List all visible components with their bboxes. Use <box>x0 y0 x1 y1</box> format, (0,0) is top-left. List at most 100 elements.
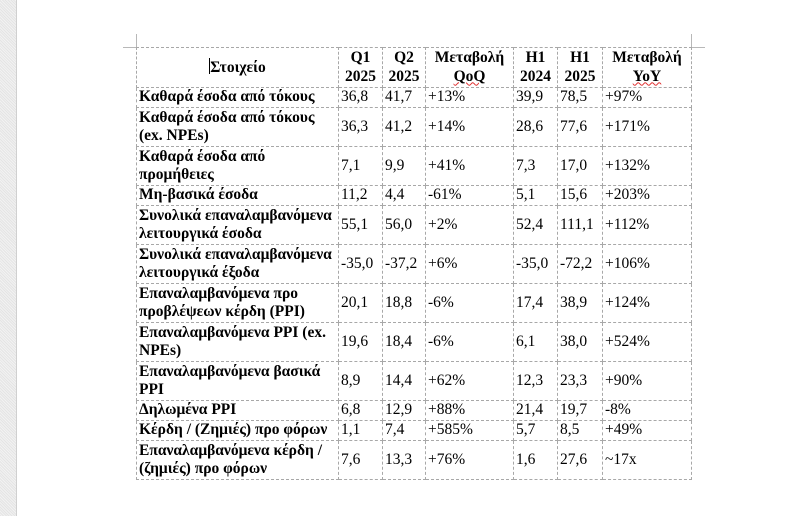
row-label[interactable]: Επαναλαμβανόμενα PPI (ex. NPEs) <box>136 322 339 362</box>
table-cell[interactable]: 27,6 <box>557 440 603 480</box>
table-cell[interactable]: 8,5 <box>557 420 603 441</box>
table-cell[interactable]: 6,8 <box>338 400 383 421</box>
table-cell[interactable]: 21,4 <box>513 400 558 421</box>
column-header[interactable]: H1 2024 <box>513 47 558 88</box>
table-cell[interactable]: +2% <box>425 205 514 245</box>
table-cell[interactable]: 1,1 <box>338 420 383 441</box>
table-cell[interactable]: -37,2 <box>382 244 426 284</box>
table-cell[interactable]: 4,4 <box>382 185 426 206</box>
table-cell[interactable]: +13% <box>425 87 514 108</box>
table-cell[interactable]: -35,0 <box>338 244 383 284</box>
table-cell[interactable]: 11,2 <box>338 185 383 206</box>
table-cell[interactable]: 41,7 <box>382 87 426 108</box>
table-cell[interactable]: +49% <box>602 420 692 441</box>
column-header[interactable]: Στοιχείο <box>136 47 339 88</box>
table-cell[interactable]: 13,3 <box>382 440 426 480</box>
table-cell[interactable]: +124% <box>602 283 692 323</box>
header-line2: 2025 <box>564 67 596 85</box>
table-cell[interactable]: +88% <box>425 400 514 421</box>
corner-mark <box>692 47 705 48</box>
table-cell[interactable]: 5,7 <box>513 420 558 441</box>
table-cell[interactable]: -6% <box>425 283 514 323</box>
table-cell[interactable]: 78,5 <box>557 87 603 108</box>
table-cell[interactable]: 6,1 <box>513 322 558 362</box>
table-cell[interactable]: 19,7 <box>557 400 603 421</box>
table-cell[interactable]: +112% <box>602 205 692 245</box>
table-cell[interactable]: 5,1 <box>513 185 558 206</box>
table-cell[interactable]: 56,0 <box>382 205 426 245</box>
corner-mark <box>136 34 137 47</box>
table-cell[interactable]: 18,4 <box>382 322 426 362</box>
table-cell[interactable]: +132% <box>602 146 692 186</box>
table-cell[interactable]: 7,3 <box>513 146 558 186</box>
column-header[interactable]: Q1 2025 <box>338 47 383 88</box>
row-label[interactable]: Κέρδη / (Ζημιές) προ φόρων <box>136 420 339 441</box>
table-cell[interactable]: 77,6 <box>557 107 603 147</box>
table-cell[interactable]: 8,9 <box>338 361 383 401</box>
table-cell[interactable]: +585% <box>425 420 514 441</box>
column-header[interactable]: Μεταβολή QoQ <box>425 47 514 88</box>
table-cell[interactable]: +6% <box>425 244 514 284</box>
row-label[interactable]: Συνολικά επαναλαμβανόμενα λειτουργικά έσ… <box>136 205 339 245</box>
row-label[interactable]: Επαναλαμβανόμενα κέρδη / (ζημιές) προ φό… <box>136 440 339 480</box>
table-cell[interactable]: +203% <box>602 185 692 206</box>
table-cell[interactable]: 17,4 <box>513 283 558 323</box>
table-cell[interactable]: +524% <box>602 322 692 362</box>
header-line2: YoY <box>632 67 662 85</box>
row-label[interactable]: Καθαρά έσοδα από τόκους (ex. NPEs) <box>136 107 339 147</box>
table-cell[interactable]: 55,1 <box>338 205 383 245</box>
table-cell[interactable]: 12,9 <box>382 400 426 421</box>
table-cell[interactable]: 7,1 <box>338 146 383 186</box>
column-header[interactable]: H1 2025 <box>557 47 603 88</box>
table-cell[interactable]: 28,6 <box>513 107 558 147</box>
row-label[interactable]: Επαναλαμβανόμενα βασικά PPI <box>136 361 339 401</box>
header-line1: Μεταβολή <box>434 49 505 66</box>
table-cell[interactable]: 14,4 <box>382 361 426 401</box>
table-cell[interactable]: -35,0 <box>513 244 558 284</box>
header-line1: H1 <box>570 49 590 66</box>
table-cell[interactable]: +106% <box>602 244 692 284</box>
table-cell[interactable]: +41% <box>425 146 514 186</box>
row-label[interactable]: Καθαρά έσοδα από τόκους <box>136 87 339 108</box>
table-cell[interactable]: 12,3 <box>513 361 558 401</box>
table-cell[interactable]: 17,0 <box>557 146 603 186</box>
table-cell[interactable]: 18,8 <box>382 283 426 323</box>
table-cell[interactable]: -72,2 <box>557 244 603 284</box>
table-cell[interactable]: 41,2 <box>382 107 426 147</box>
page-gutter <box>0 0 17 516</box>
column-header[interactable]: Q2 2025 <box>382 47 426 88</box>
table-cell[interactable]: 23,3 <box>557 361 603 401</box>
table-cell[interactable]: 1,6 <box>513 440 558 480</box>
table-cell[interactable]: 20,1 <box>338 283 383 323</box>
table-cell[interactable]: 7,4 <box>382 420 426 441</box>
row-label[interactable]: Επαναλαμβανόμενα προ προβλέψεων κέρδη (P… <box>136 283 339 323</box>
header-text: Στοιχείο <box>210 58 266 76</box>
table-cell[interactable]: 36,8 <box>338 87 383 108</box>
column-header[interactable]: Μεταβολή YoY <box>602 47 692 88</box>
table-cell[interactable]: ~17x <box>602 440 692 480</box>
table-cell[interactable]: +76% <box>425 440 514 480</box>
table-cell[interactable]: +171% <box>602 107 692 147</box>
table-cell[interactable]: -6% <box>425 322 514 362</box>
row-label[interactable]: Καθαρά έσοδα από προμήθειες <box>136 146 339 186</box>
header-line2: 2025 <box>345 67 376 85</box>
table-cell[interactable]: -61% <box>425 185 514 206</box>
table-cell[interactable]: 7,6 <box>338 440 383 480</box>
table-cell[interactable]: +97% <box>602 87 692 108</box>
table-cell[interactable]: 38,9 <box>557 283 603 323</box>
table-cell[interactable]: 36,3 <box>338 107 383 147</box>
table-cell[interactable]: 111,1 <box>557 205 603 245</box>
table-cell[interactable]: 39,9 <box>513 87 558 108</box>
table-cell[interactable]: +90% <box>602 361 692 401</box>
table-cell[interactable]: 52,4 <box>513 205 558 245</box>
table-cell[interactable]: 15,6 <box>557 185 603 206</box>
table-cell[interactable]: -8% <box>602 400 692 421</box>
row-label[interactable]: Δηλωμένα PPI <box>136 400 339 421</box>
row-label[interactable]: Συνολικά επαναλαμβανόμενα λειτουργικά έξ… <box>136 244 339 284</box>
table-cell[interactable]: 19,6 <box>338 322 383 362</box>
table-cell[interactable]: 9,9 <box>382 146 426 186</box>
table-cell[interactable]: +62% <box>425 361 514 401</box>
table-cell[interactable]: +14% <box>425 107 514 147</box>
row-label[interactable]: Μη-βασικά έσοδα <box>136 185 339 206</box>
table-cell[interactable]: 38,0 <box>557 322 603 362</box>
